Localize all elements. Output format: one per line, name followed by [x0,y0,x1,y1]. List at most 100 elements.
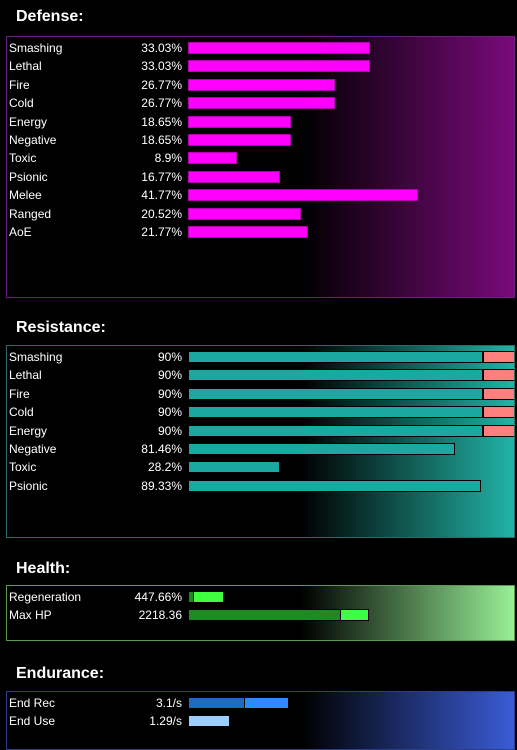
defense-row-aoe: AoE 21.77% [7,223,514,241]
regeneration-bonus-bar [193,591,224,603]
stat-value: 26.77% [141,96,182,111]
stat-value: 33.03% [141,41,182,55]
stat-label: Toxic [9,151,37,166]
resistance-title: Resistance: [16,319,106,336]
resistance-panel: Smashing 90% Lethal 90% Fire 90% Cold 90% Energy… [6,345,515,538]
stat-label: Lethal [9,368,42,383]
stat-value: 26.77% [141,77,182,92]
stat-label: Toxic [9,460,37,475]
defense-bar [188,189,418,202]
endurance-panel: End Rec 3.1/s End Use 1.29/s [6,691,515,750]
defense-bar [188,134,291,146]
resistance-overcap-bar [483,406,514,419]
resistance-bar [188,443,455,455]
defense-row-fire: Fire 26.77% [7,76,514,94]
defense-bar [188,170,281,183]
resistance-overcap-bar [483,424,514,437]
stat-value: 33.03% [141,59,182,74]
stat-value: 81.46% [141,442,182,456]
resistance-bar [188,387,483,400]
defense-bar [188,226,308,238]
defense-row-negative: Negative 18.65% [7,131,514,149]
resistance-overcap-bar [483,387,514,400]
stat-value: 1.29/s [149,714,182,728]
defense-title: Defense: [16,8,84,25]
stat-label: End Use [9,714,56,728]
stat-label: AoE [9,225,32,239]
max-hp-bonus-bar [340,609,369,621]
resistance-row-energy: Energy 90% [7,422,514,440]
defense-bar [188,97,336,110]
stat-label: Cold [9,405,34,420]
defense-row-smashing: Smashing 33.03% [7,39,514,57]
stat-label: Energy [9,423,48,438]
stat-value: 90% [157,368,182,383]
defense-row-cold: Cold 26.77% [7,94,514,112]
end-use-bar [188,715,230,727]
resistance-row-negative: Negative 81.46% [7,440,514,458]
resistance-bar [188,461,281,474]
endurance-title: Endurance: [16,665,105,682]
stat-label: Fire [9,386,30,401]
stat-value: 89.33% [141,478,182,493]
stat-label: Lethal [9,59,42,74]
health-panel: Regeneration 447.66% Max HP 2218.36 [6,585,515,641]
end-rec-base-bar [188,697,245,709]
stat-value: 90% [157,405,182,420]
defense-row-psionic: Psionic 16.77% [7,168,514,186]
stat-label: Smashing [9,41,63,55]
stat-label: Negative [9,133,57,147]
stat-label: Ranged [9,206,52,221]
stat-value: 90% [157,350,182,364]
stat-value: 28.2% [147,460,182,475]
stat-value: 18.65% [141,114,182,129]
resistance-row-cold: Cold 90% [7,403,514,421]
stat-label: Smashing [9,350,63,364]
stat-row-max-hp: Max HP 2218.36 [7,606,514,624]
max-hp-base-bar [188,609,341,621]
stat-label: Fire [9,77,30,92]
resistance-bar [188,369,483,382]
stat-label: Psionic [9,169,48,184]
resistance-row-psionic: Psionic 89.33% [7,477,514,495]
stat-value: 90% [157,386,182,401]
stat-value: 20.52% [141,206,182,221]
resistance-row-lethal: Lethal 90% [7,366,514,384]
end-rec-bonus-bar [244,697,289,709]
stat-value: 447.66% [134,590,182,604]
defense-bar [188,78,336,91]
defense-row-energy: Energy 18.65% [7,113,514,131]
stat-row-end-rec: End Rec 3.1/s [7,694,514,712]
stat-value: 18.65% [141,133,182,147]
resistance-row-toxic: Toxic 28.2% [7,458,514,476]
resistance-overcap-bar [483,351,514,363]
stat-label: Negative [9,442,57,456]
defense-row-toxic: Toxic 8.9% [7,149,514,167]
resistance-bar [188,424,483,437]
defense-bar [188,42,370,54]
stat-value: 90% [157,423,182,438]
defense-row-ranged: Ranged 20.52% [7,205,514,223]
defense-bar [188,207,301,220]
stat-value: 41.77% [141,188,182,203]
defense-bar [188,60,370,73]
defense-row-lethal: Lethal 33.03% [7,57,514,75]
resistance-row-smashing: Smashing 90% [7,348,514,366]
defense-panel: Smashing 33.03% Lethal 33.03% Fire 26.77% Cold… [6,36,515,298]
stat-value: 8.9% [154,151,182,166]
stat-label: Regeneration [9,590,82,604]
stat-label: Melee [9,188,42,203]
stat-label: End Rec [9,696,56,710]
defense-bar [188,115,291,128]
stat-row-regeneration: Regeneration 447.66% [7,588,514,606]
stat-label: Max HP [9,608,52,622]
stat-label: Energy [9,114,48,129]
stat-row-end-use: End Use 1.29/s [7,712,514,730]
resistance-row-fire: Fire 90% [7,385,514,403]
stat-label: Psionic [9,478,48,493]
stat-value: 3.1/s [155,696,182,710]
resistance-bar [188,351,483,363]
resistance-bar [188,479,481,492]
resistance-overcap-bar [483,369,514,382]
resistance-bar [188,406,483,419]
